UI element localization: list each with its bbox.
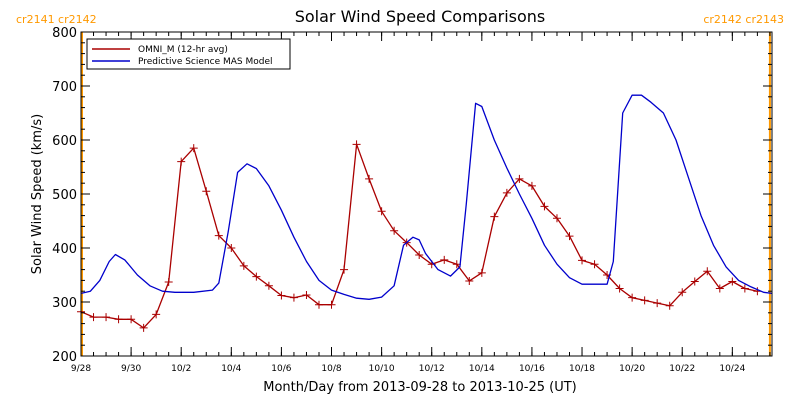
x-tick-label: 9/30 xyxy=(121,364,141,374)
y-tick-label: 700 xyxy=(52,80,77,95)
series-point-marker xyxy=(89,313,98,322)
x-tick-label: 10/4 xyxy=(221,364,241,374)
series-point-marker xyxy=(590,260,599,269)
x-axis-label: Month/Day from 2013-09-28 to 2013-10-25 … xyxy=(263,380,576,395)
series-point-marker xyxy=(289,293,298,302)
y-tick-label: 200 xyxy=(52,350,77,365)
x-axis: 9/28 9/30 10/2 10/4 10/6 10/8 10/10 10/12 10/14 1… xyxy=(71,32,771,374)
series-line-0 xyxy=(80,143,758,329)
series-point-marker xyxy=(264,281,273,290)
x-tick-label: 10/10 xyxy=(369,364,395,374)
series-point-marker xyxy=(628,293,637,302)
x-tick-label: 10/22 xyxy=(669,364,695,374)
series-point-marker xyxy=(477,268,486,277)
series-point-marker xyxy=(227,244,236,252)
series-point-marker xyxy=(164,278,173,287)
series-point-marker xyxy=(740,284,749,293)
series-point-marker xyxy=(653,299,662,308)
series-point-marker xyxy=(552,214,561,223)
x-tick-label: 10/14 xyxy=(469,364,495,374)
series-point-marker xyxy=(314,300,323,309)
series-point-marker xyxy=(127,315,136,324)
x-tick-label: 10/8 xyxy=(321,364,341,374)
series-point-marker xyxy=(252,272,261,281)
y-axis: 200 300 400 500 600 700 800 xyxy=(52,26,772,365)
y-tick-label: 300 xyxy=(52,296,77,311)
legend-label-mas: Predictive Science MAS Model xyxy=(138,57,273,67)
x-tick-label: 10/20 xyxy=(619,364,645,374)
chart-title: Solar Wind Speed Comparisons xyxy=(295,7,546,26)
y-tick-label: 500 xyxy=(52,188,77,203)
carrington-label-right: cr2142 cr2143 xyxy=(703,13,784,26)
y-tick-label: 400 xyxy=(52,242,77,257)
series-point-marker xyxy=(327,300,336,309)
series-point-marker xyxy=(465,276,474,285)
plot-frame xyxy=(80,31,773,357)
series-point-marker xyxy=(640,296,649,305)
series-point-marker xyxy=(703,267,712,276)
legend-box xyxy=(86,38,291,70)
series-point-marker xyxy=(202,187,211,196)
series-point-marker xyxy=(152,310,161,319)
x-tick-label: 10/6 xyxy=(271,364,291,374)
series-point-marker xyxy=(277,291,286,300)
y-tick-label: 600 xyxy=(52,134,77,149)
series-point-marker xyxy=(527,181,536,190)
x-tick-label: 10/2 xyxy=(171,364,191,374)
series-point-marker xyxy=(678,288,687,297)
series-point-marker xyxy=(540,202,549,211)
series-line-1 xyxy=(80,94,773,300)
series-point-marker xyxy=(515,174,524,183)
series-point-marker xyxy=(352,140,361,149)
series-point-marker xyxy=(440,255,449,264)
series-point-marker xyxy=(189,144,198,153)
series-point-marker xyxy=(177,157,186,166)
x-tick-label: 10/12 xyxy=(419,364,445,374)
series-point-marker xyxy=(715,284,724,293)
series-point-marker xyxy=(377,207,386,216)
series-point-marker xyxy=(340,265,349,274)
y-axis-label: Solar Wind Speed (km/s) xyxy=(30,114,45,274)
series-point-marker xyxy=(690,277,699,286)
series-point-marker xyxy=(490,212,499,221)
series-point-marker xyxy=(214,231,223,240)
series-point-marker xyxy=(502,188,511,197)
series-point-marker xyxy=(452,260,461,269)
y-tick-label: 800 xyxy=(52,26,77,41)
x-tick-label: 10/24 xyxy=(719,364,745,374)
series-point-marker xyxy=(728,277,737,286)
legend: OMNI_M (12-hr avg) Predictive Science MA… xyxy=(86,38,291,70)
series-point-marker xyxy=(365,174,374,183)
series-point-marker xyxy=(665,301,674,310)
plot-area xyxy=(77,32,773,356)
series-point-marker xyxy=(102,313,111,322)
legend-label-omni: OMNI_M (12-hr avg) xyxy=(138,45,228,55)
x-tick-label: 9/28 xyxy=(71,364,91,374)
carrington-label-left: cr2141 cr2142 xyxy=(16,13,97,26)
x-tick-label: 10/16 xyxy=(519,364,545,374)
series-point-marker xyxy=(578,256,587,265)
series-point-marker xyxy=(415,251,424,260)
series-point-marker xyxy=(114,315,123,324)
series-point-marker xyxy=(615,284,624,293)
series-point-marker xyxy=(565,232,574,241)
series-point-marker xyxy=(239,261,248,270)
series-point-marker xyxy=(390,226,399,235)
series-point-marker xyxy=(302,290,311,299)
series-point-marker xyxy=(139,323,148,332)
x-tick-label: 10/18 xyxy=(569,364,595,374)
